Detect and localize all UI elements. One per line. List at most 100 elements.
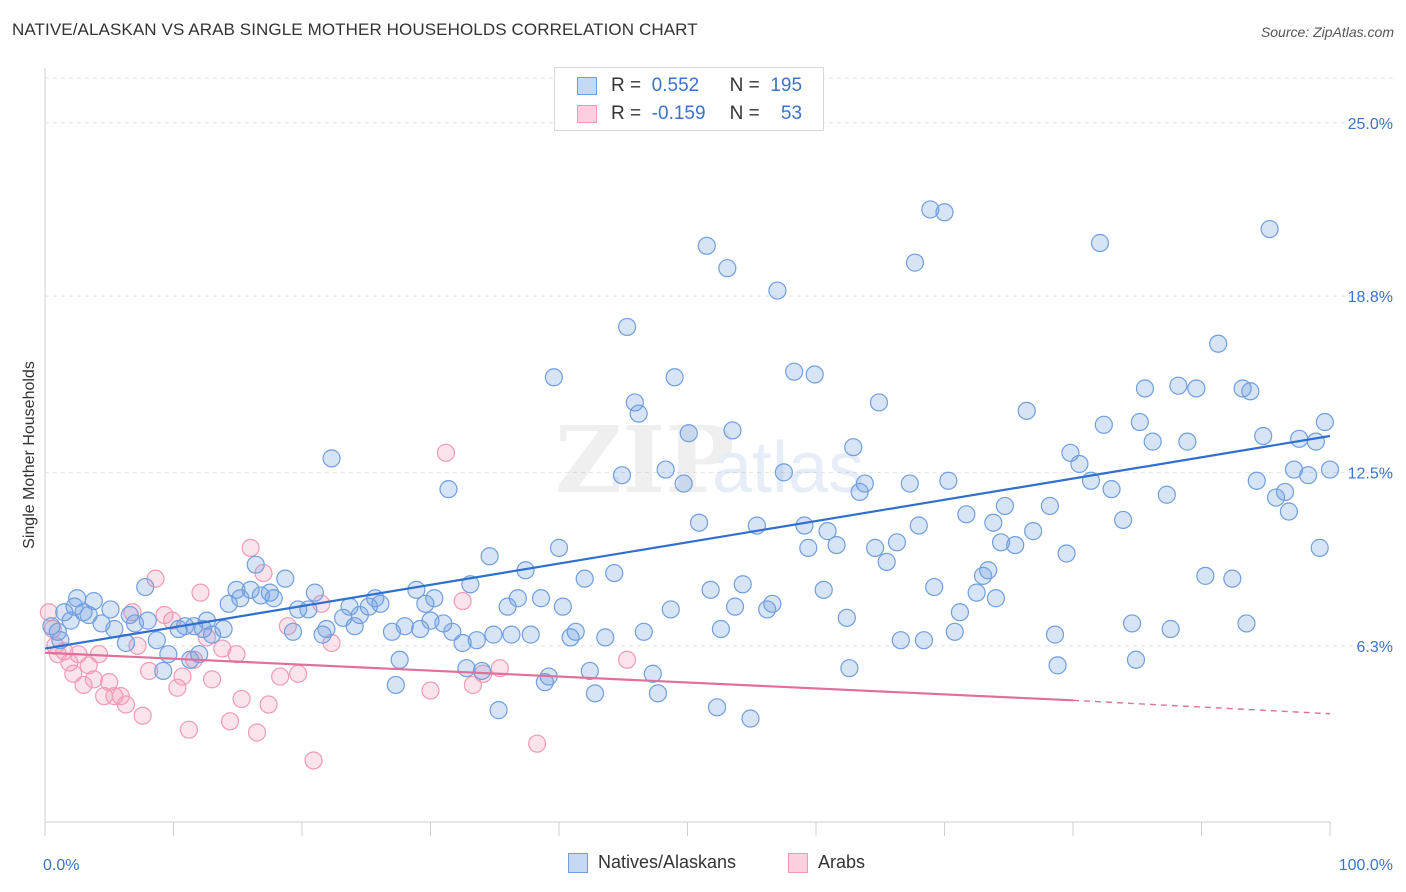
native-point bbox=[317, 619, 336, 639]
native-point bbox=[986, 589, 1006, 608]
native-point bbox=[1102, 480, 1121, 499]
y-tick-label: 12.5% bbox=[1348, 465, 1393, 482]
native-point bbox=[758, 600, 777, 619]
arab-point bbox=[128, 636, 147, 655]
legend-n-natives: 195 bbox=[770, 75, 803, 96]
native-point bbox=[1315, 412, 1334, 432]
native-point bbox=[774, 463, 793, 482]
native-point bbox=[1237, 614, 1256, 633]
native-point bbox=[531, 589, 551, 608]
native-point bbox=[1048, 656, 1067, 675]
native-point bbox=[1057, 544, 1076, 563]
native-point bbox=[741, 709, 760, 728]
native-point bbox=[480, 547, 499, 566]
legend-n-label: N = bbox=[729, 103, 760, 124]
native-point bbox=[612, 466, 632, 485]
native-point bbox=[241, 580, 260, 599]
native-point bbox=[701, 580, 720, 599]
axes bbox=[44, 68, 1331, 836]
native-point bbox=[276, 569, 295, 588]
native-point bbox=[472, 661, 491, 681]
series-swatch-natives bbox=[568, 852, 588, 873]
native-point bbox=[345, 617, 364, 636]
native-point bbox=[425, 589, 444, 608]
native-point bbox=[1178, 432, 1197, 451]
native-point bbox=[973, 566, 993, 585]
native-point bbox=[1090, 233, 1110, 253]
arab-point bbox=[304, 751, 323, 770]
legend-n-arabs: 53 bbox=[780, 103, 803, 124]
native-point bbox=[979, 561, 998, 580]
native-point bbox=[733, 575, 752, 594]
native-point bbox=[580, 661, 599, 681]
native-point bbox=[416, 594, 435, 613]
legend-r-label: R = bbox=[611, 75, 642, 96]
native-point bbox=[371, 594, 390, 613]
native-point bbox=[905, 253, 925, 272]
arab-point bbox=[289, 664, 308, 683]
series-legend-natives[interactable]: Natives/Alaskans bbox=[568, 852, 736, 873]
native-point bbox=[967, 583, 986, 602]
series-legend-arabs[interactable]: Arabs bbox=[788, 852, 865, 873]
native-point bbox=[575, 569, 594, 588]
native-point bbox=[159, 645, 178, 664]
native-point bbox=[74, 603, 93, 622]
arab-point bbox=[247, 723, 267, 742]
native-point bbox=[1130, 412, 1149, 432]
native-point bbox=[467, 631, 486, 650]
natives-trend-line bbox=[44, 434, 1331, 650]
native-point bbox=[561, 628, 580, 647]
native-point bbox=[656, 460, 675, 479]
native-point bbox=[921, 200, 940, 219]
native-point bbox=[138, 611, 157, 630]
native-point bbox=[1094, 415, 1113, 434]
native-point bbox=[763, 594, 782, 613]
native-point bbox=[785, 362, 804, 381]
native-point bbox=[489, 701, 508, 720]
native-point bbox=[1157, 485, 1176, 504]
native-point bbox=[711, 619, 731, 639]
arab-point bbox=[39, 603, 58, 622]
native-point bbox=[84, 591, 103, 611]
watermark-zip: ZIP bbox=[555, 406, 734, 514]
native-point bbox=[395, 617, 414, 636]
native-point bbox=[190, 645, 209, 664]
native-point bbox=[147, 631, 166, 650]
native-point bbox=[1266, 488, 1286, 507]
arab-point bbox=[278, 617, 297, 636]
native-point bbox=[605, 563, 624, 583]
native-point bbox=[629, 404, 648, 423]
native-point bbox=[246, 555, 265, 574]
native-point bbox=[305, 583, 324, 602]
natives-points bbox=[42, 200, 1340, 728]
native-point bbox=[390, 650, 409, 669]
native-point bbox=[549, 538, 569, 557]
arab-point bbox=[168, 678, 187, 697]
native-point bbox=[1275, 482, 1295, 502]
native-point bbox=[566, 622, 585, 641]
x-tick-label: 0.0% bbox=[43, 857, 79, 874]
native-point bbox=[866, 538, 885, 557]
native-point bbox=[322, 449, 341, 468]
arab-point bbox=[84, 670, 103, 689]
arab-point bbox=[191, 583, 210, 602]
native-point bbox=[1123, 614, 1142, 633]
native-point bbox=[827, 535, 846, 555]
native-point bbox=[202, 625, 222, 644]
native-point bbox=[718, 259, 737, 278]
native-point bbox=[1070, 454, 1089, 474]
native-point bbox=[136, 577, 155, 597]
native-point bbox=[814, 580, 833, 599]
native-point bbox=[634, 622, 653, 641]
native-point bbox=[869, 393, 889, 412]
native-point bbox=[553, 597, 572, 616]
native-point bbox=[544, 368, 563, 387]
trend-lines bbox=[44, 434, 1331, 715]
native-point bbox=[1135, 379, 1155, 398]
native-point bbox=[799, 538, 818, 557]
arab-point bbox=[227, 645, 246, 664]
native-point bbox=[768, 281, 787, 300]
native-point bbox=[1024, 522, 1043, 541]
correlation-legend: R = 0.552 N = 195 R = -0.159 N = 53 bbox=[554, 67, 824, 131]
arab-point bbox=[421, 681, 440, 700]
